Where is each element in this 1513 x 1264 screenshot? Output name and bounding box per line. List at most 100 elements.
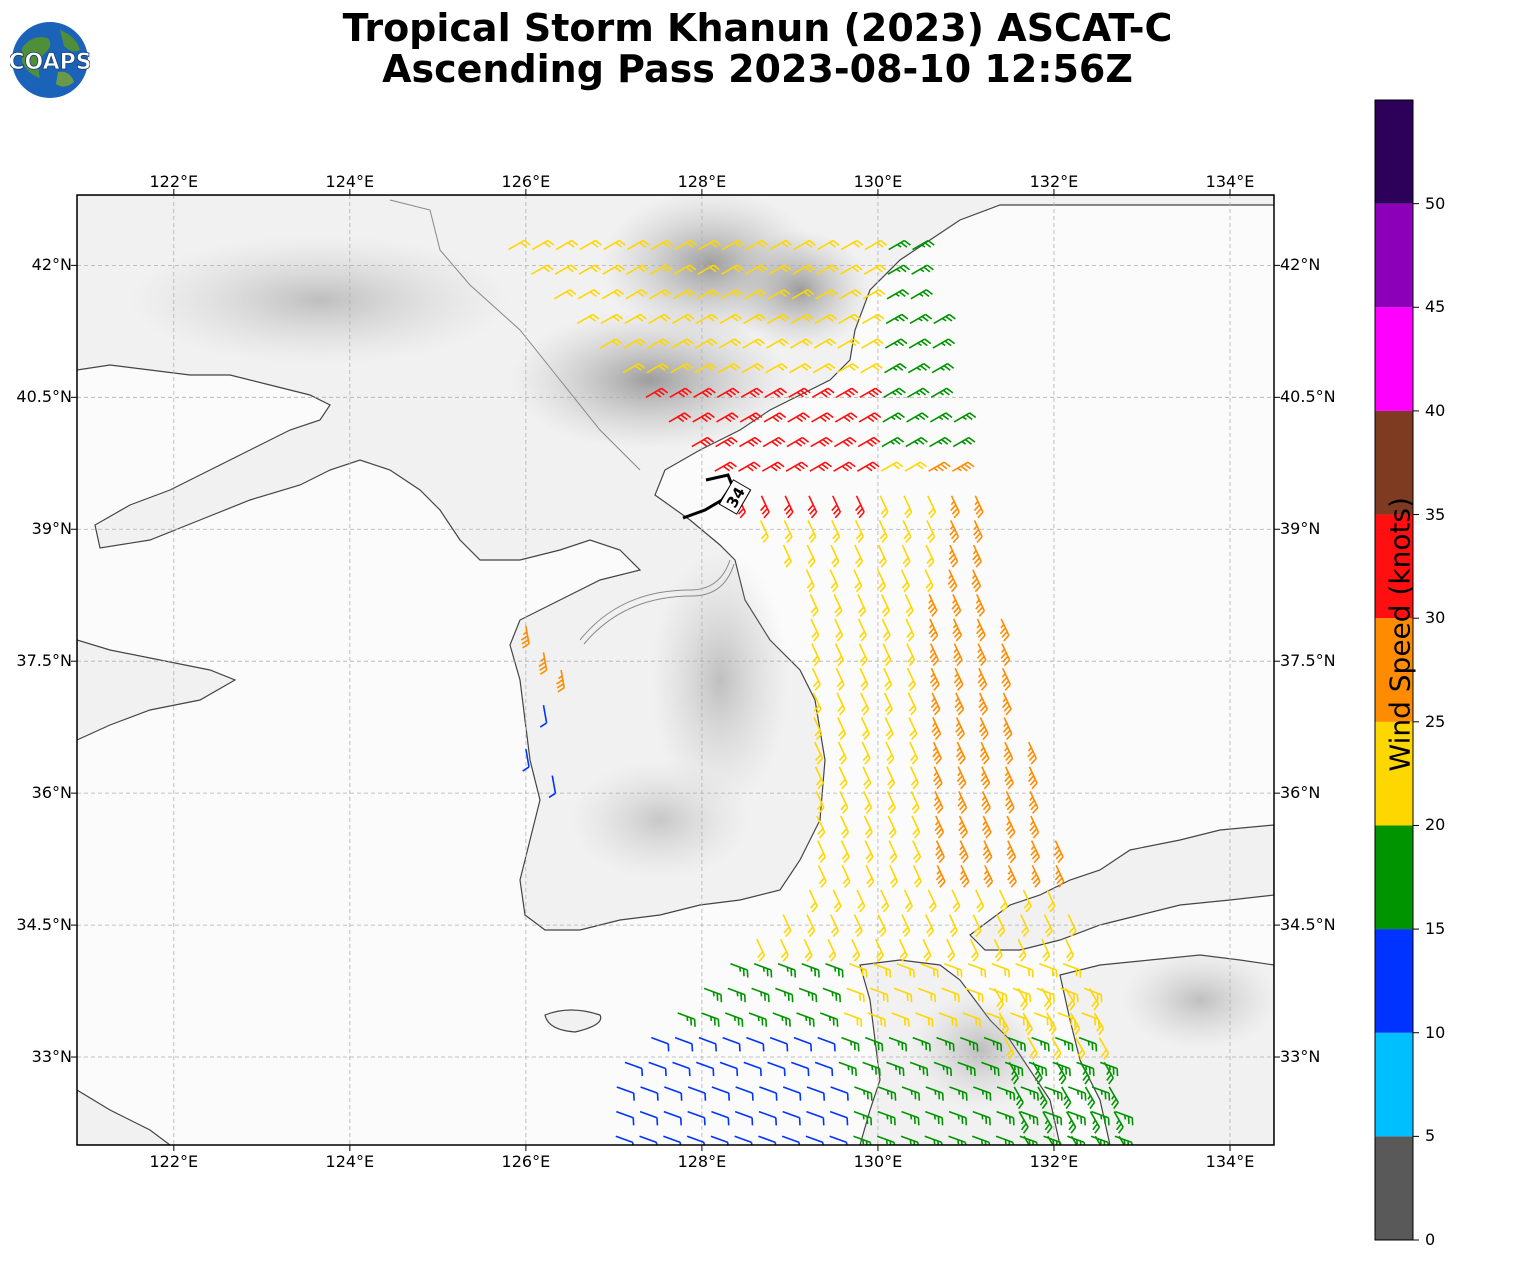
wind-barb [978,717,989,741]
wind-barb [811,643,821,667]
wind-barb [876,1135,896,1145]
wind-barb [886,1061,905,1077]
wind-barb [827,938,837,962]
wind-barb [883,667,893,691]
lon-tick-label-bottom: 126°E [501,1152,551,1171]
wind-barb [772,1012,791,1027]
wind-barb [837,741,847,765]
wind-barb [626,239,650,251]
wind-barb [910,289,933,300]
wind-barb [810,436,833,448]
wind-barb [1046,889,1056,913]
wind-barb [1065,938,1075,962]
wind-barb [1091,1086,1111,1101]
wind-barb [769,239,793,251]
wind-barb [932,338,956,349]
wind-barb [717,362,741,374]
wind-barb [1055,1036,1074,1052]
wind-barb [977,667,988,691]
wind-barb [1043,914,1053,938]
wind-barb [648,1061,667,1077]
wind-barb [762,436,786,448]
wind-barb [814,766,824,790]
wind-barb [1078,1036,1098,1052]
wind-barb [887,815,897,839]
wind-barb [857,436,881,448]
wind-barb [967,963,987,978]
wind-barb [843,1012,863,1027]
wind-barb [782,914,792,938]
wind-barb [1020,1110,1039,1126]
wind-barb [768,264,792,275]
wind-barb [669,387,692,399]
wind-barb [1114,1135,1134,1145]
wind-barb [1076,1061,1095,1077]
wind-barb [1056,1061,1067,1085]
wind-barb [1065,1111,1077,1134]
wind-barb [816,815,826,839]
wind-barb [862,766,872,790]
lon-tick-label-top: 132°E [1029,172,1079,191]
wind-barb [948,1135,967,1145]
wind-barb [900,1135,920,1145]
wind-barb [555,239,579,251]
wind-barb [1098,1037,1110,1060]
wind-barb [577,289,601,300]
lat-tick-label-right: 40.5°N [1280,387,1336,407]
wind-barb [1079,1061,1091,1085]
wind-barb [941,987,960,1003]
wind-barb [901,544,911,568]
colorbar-frame [1374,99,1414,1241]
wind-barb [687,1086,707,1101]
wind-barb [763,412,787,423]
wind-barb [1042,1111,1053,1134]
wind-barb [848,963,868,978]
wind-barb [881,436,905,448]
wind-barb [793,1036,813,1052]
wind-barb [835,387,859,399]
wind-barb [671,338,694,349]
wind-barb [724,1012,744,1027]
wind-barb [880,594,890,617]
wind-barb [1031,1036,1050,1052]
wind-barb [727,987,746,1003]
wind-barb [616,1110,635,1126]
wind-barb [861,741,871,765]
wind-barb [951,889,961,913]
wind-barb [1074,1037,1086,1060]
wind-barb [907,362,931,374]
wind-barb [703,987,723,1003]
wind-barb [1039,963,1058,978]
wind-barb [884,362,907,374]
wind-barb [834,618,844,642]
wind-barb [806,544,816,568]
wind-barb [1027,1037,1038,1060]
wind-barb [738,461,761,472]
wind-barb [673,264,697,275]
land-china-southwest [77,1089,172,1145]
wind-barb [748,1012,768,1027]
wind-barb [952,618,963,642]
wind-barb [840,239,864,251]
wind-barb [719,1061,739,1077]
wind-barb [864,840,874,864]
wind-barb [972,1110,991,1126]
wind-barb [782,1086,802,1101]
wind-barb [1067,914,1077,938]
wind-barb [719,313,743,325]
wind-barb [932,766,943,790]
wind-barb [859,387,883,399]
wind-barb [806,1110,825,1126]
wind-barb [860,692,870,716]
wind-barb [884,717,894,741]
colorbar-tick-label: 20 [1425,815,1446,835]
wind-barb [746,1036,765,1052]
wind-barb [955,741,966,765]
wind-barb [745,239,769,251]
colorbar-bin [1375,514,1413,619]
wind-barb [898,938,908,962]
wind-barb [870,987,889,1003]
wind-barb [858,643,868,667]
wind-barb [996,914,1006,938]
wind-barb [944,963,963,978]
